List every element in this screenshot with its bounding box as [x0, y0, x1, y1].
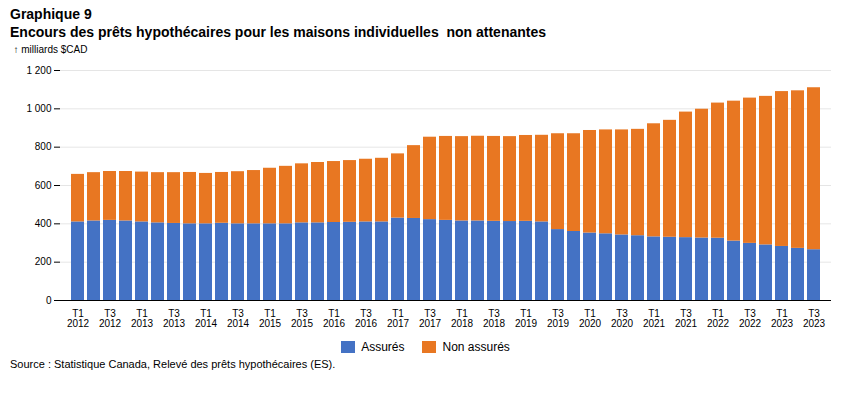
svg-text:1 200: 1 200 [26, 65, 51, 76]
svg-text:600: 600 [35, 180, 52, 191]
svg-text:T12017: T12017 [387, 308, 410, 329]
svg-text:T32019: T32019 [547, 308, 570, 329]
svg-text:T32018: T32018 [483, 308, 506, 329]
svg-text:T12021: T12021 [643, 308, 666, 329]
svg-text:↑ milliards $CAD: ↑ milliards $CAD [14, 44, 88, 55]
svg-text:T32022: T32022 [739, 308, 762, 329]
svg-text:T32015: T32015 [291, 308, 314, 329]
svg-text:T32020: T32020 [611, 308, 634, 329]
svg-text:800: 800 [35, 141, 52, 152]
svg-text:T32012: T32012 [99, 308, 122, 329]
svg-text:T12014: T12014 [195, 308, 218, 329]
html-text:Source : Statistique Canada, R: Source : Statistique Canada, Relevé des … [10, 358, 336, 370]
html-text:Encours des prêts hypothécaire: Encours des prêts hypothécaires pour les… [10, 24, 546, 40]
svg-text:T12020: T12020 [579, 308, 602, 329]
html-text:Assurés: Assurés [361, 340, 405, 354]
svg-text:T12018: T12018 [451, 308, 474, 329]
svg-text:T32021: T32021 [675, 308, 698, 329]
svg-text:T12013: T12013 [131, 308, 154, 329]
svg-text:T32014: T32014 [227, 308, 250, 329]
svg-text:T12022: T12022 [707, 308, 730, 329]
svg-text:T12016: T12016 [323, 308, 346, 329]
svg-text:0: 0 [46, 295, 52, 306]
svg-text:T32013: T32013 [163, 308, 186, 329]
svg-text:200: 200 [35, 256, 52, 267]
svg-text:1 000: 1 000 [26, 103, 51, 114]
svg-text:T32023: T32023 [803, 308, 826, 329]
html-text:Non assurés: Non assurés [442, 340, 510, 354]
svg-text:T12015: T12015 [259, 308, 282, 329]
svg-text:T32016: T32016 [355, 308, 378, 329]
svg-text:T12012: T12012 [67, 308, 90, 329]
svg-text:400: 400 [35, 218, 52, 229]
svg-text:T32017: T32017 [419, 308, 442, 329]
svg-text:T12019: T12019 [515, 308, 538, 329]
svg-text:T12023: T12023 [771, 308, 794, 329]
html-text:Graphique 9: Graphique 9 [10, 6, 92, 22]
